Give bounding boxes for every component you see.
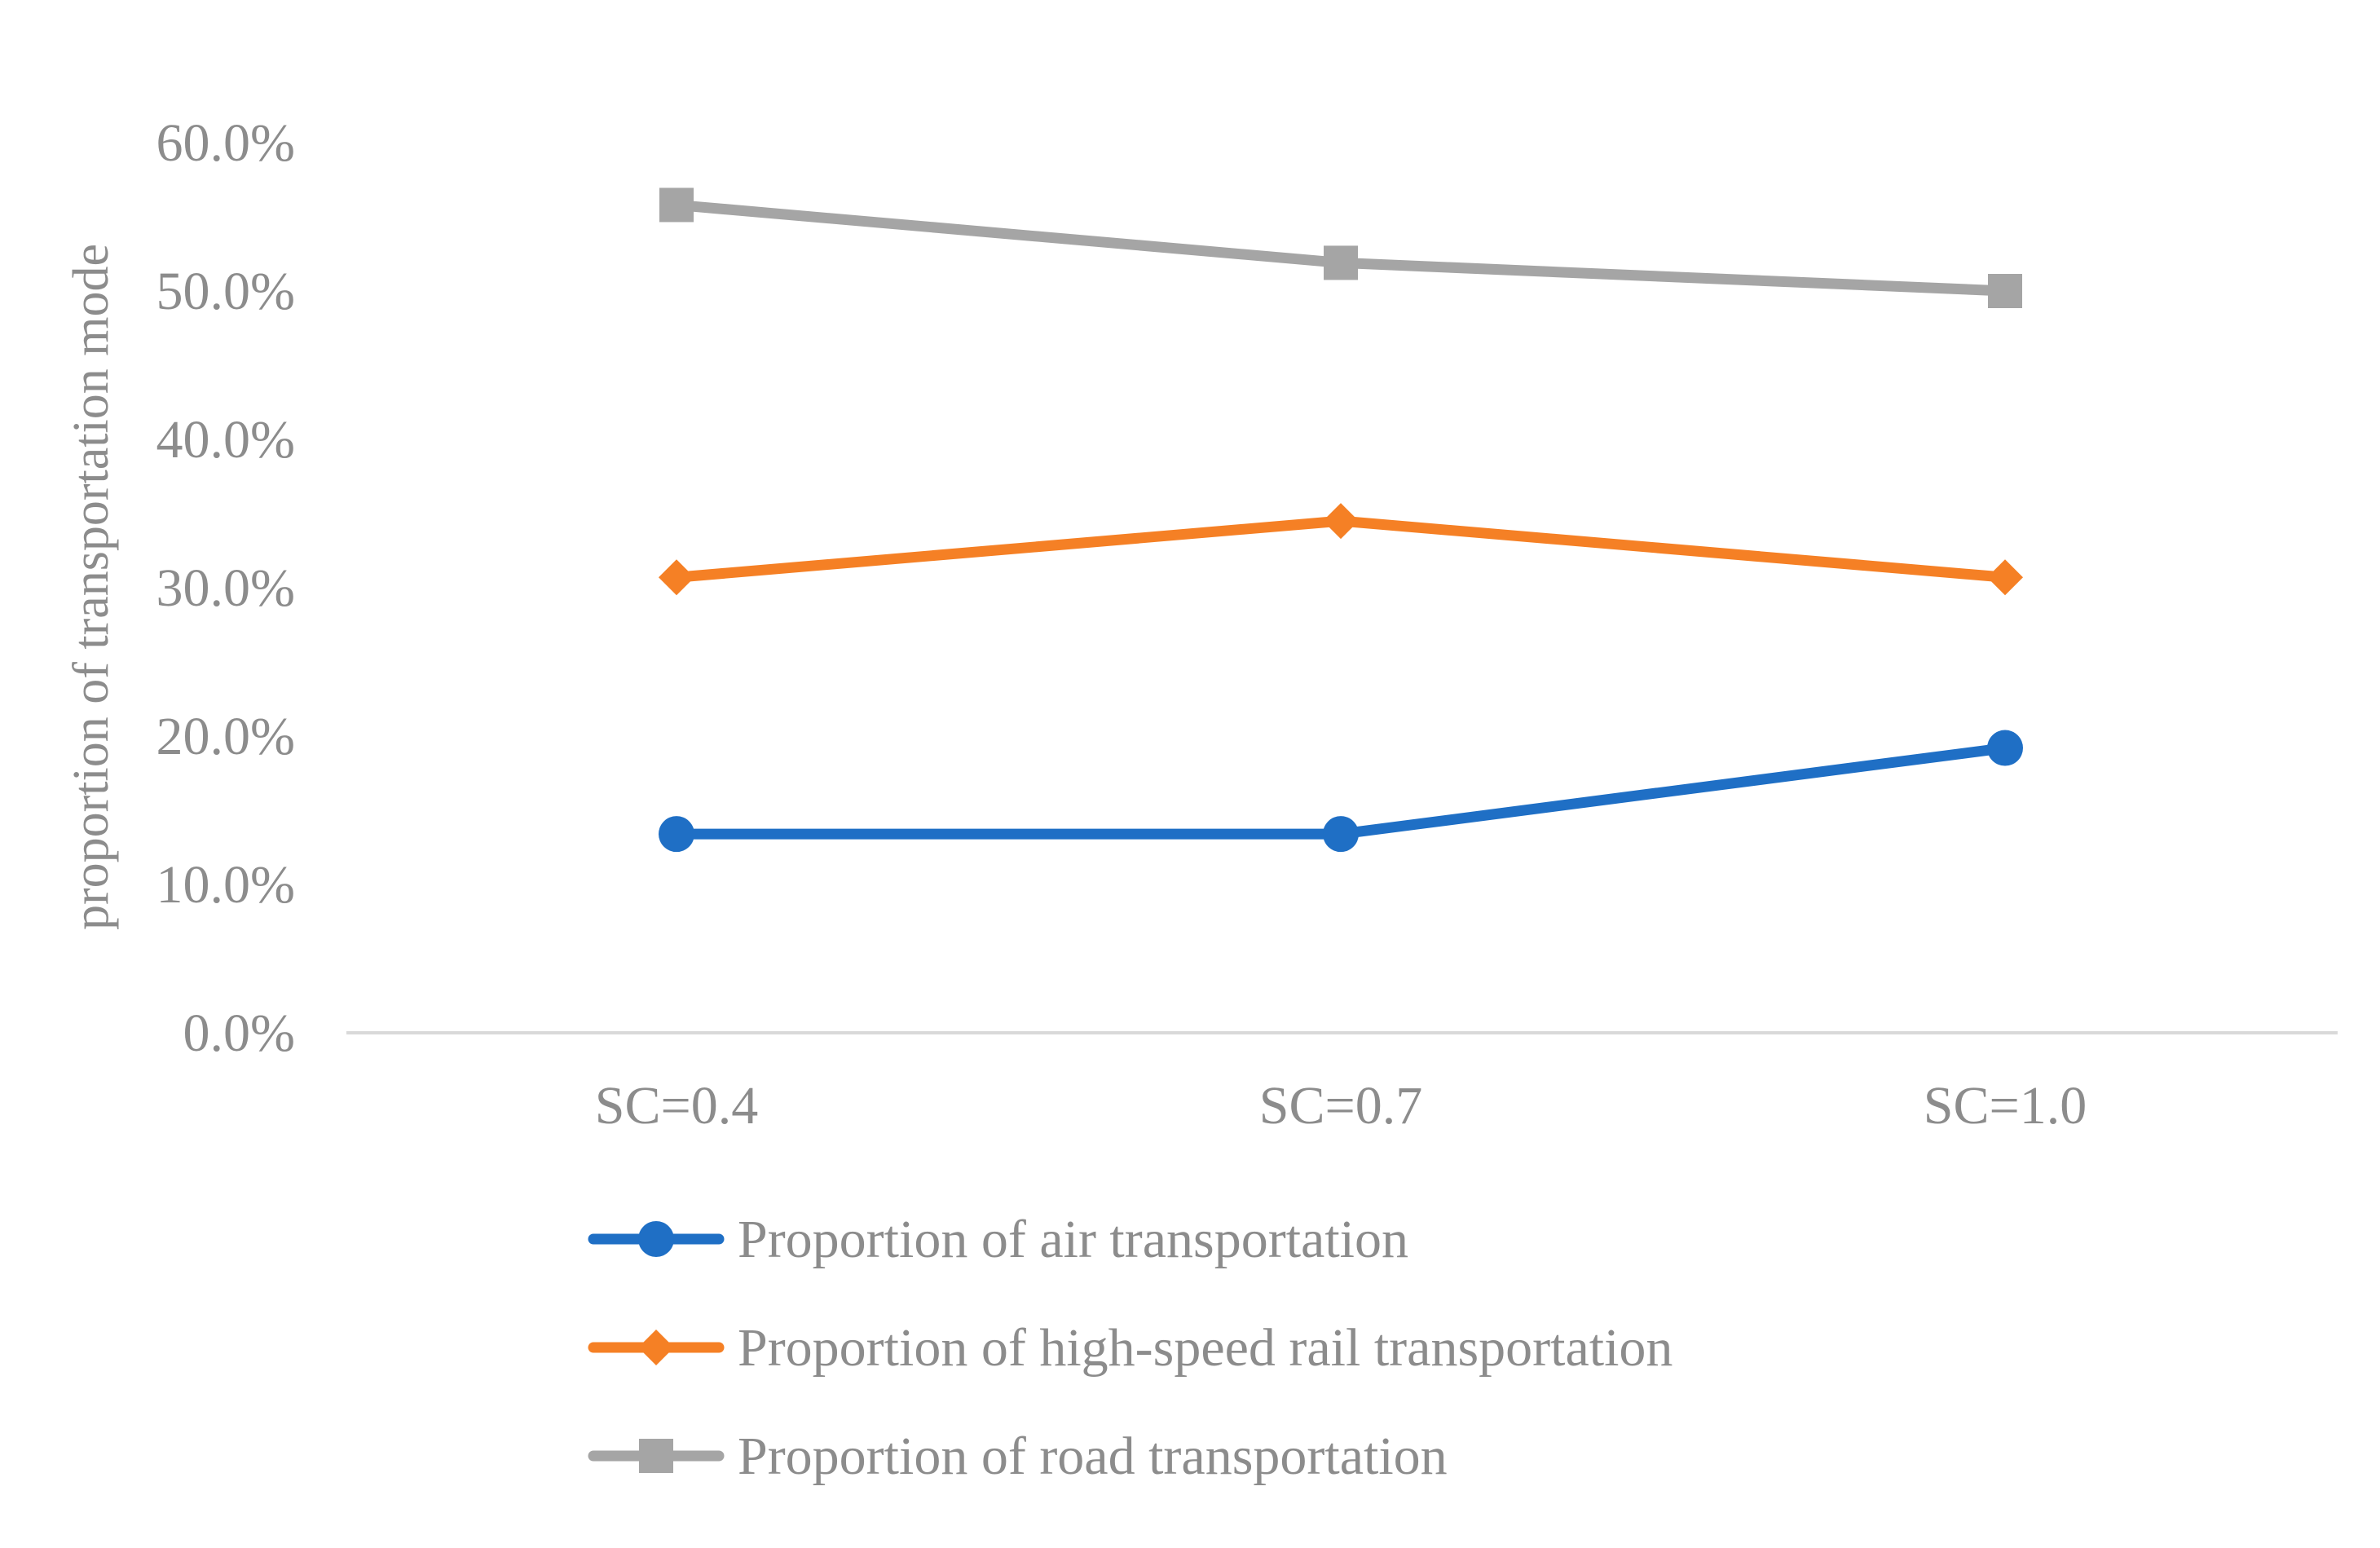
y-tick-labels: 0.0% 10.0% 20.0% 30.0% 40.0% 50.0% 60.0% <box>156 113 295 1063</box>
y-tick-label: 50.0% <box>156 262 295 321</box>
data-point <box>1988 274 2022 308</box>
legend-item: Proportion of road transportation <box>588 1427 1448 1486</box>
series-1 <box>659 730 2023 853</box>
y-tick-label: 40.0% <box>156 410 295 470</box>
x-tick-labels: SC=0.4 SC=0.7 SC=1.0 <box>595 1076 2087 1136</box>
y-tick-label: 30.0% <box>156 558 295 618</box>
legend-item: Proportion of air transportation <box>588 1210 1408 1269</box>
x-tick-label: SC=0.7 <box>1259 1076 1422 1136</box>
y-axis-title: proportion of transportation mode <box>64 244 119 930</box>
x-tick-label: SC=0.4 <box>595 1076 758 1136</box>
y-tick-label: 0.0% <box>183 1003 295 1063</box>
data-point <box>1323 816 1359 853</box>
y-axis-title-group: proportion of transportation mode <box>64 244 119 930</box>
series-2 <box>659 503 2023 596</box>
data-point <box>659 187 694 223</box>
legend-swatch-marker <box>638 1330 674 1365</box>
legend-label: Proportion of high-speed rail transporta… <box>738 1318 1673 1378</box>
legend-swatch-marker <box>638 1221 674 1257</box>
legend: Proportion of air transportation Proporti… <box>588 1210 1673 1486</box>
data-point <box>1987 559 2023 596</box>
data-point <box>1323 503 1359 540</box>
data-point <box>659 816 694 853</box>
x-tick-label: SC=1.0 <box>1924 1076 2087 1136</box>
legend-swatch-marker <box>639 1439 673 1473</box>
series-3 <box>659 187 2022 308</box>
y-tick-label: 10.0% <box>156 855 295 915</box>
series-layer <box>659 187 2023 853</box>
data-point <box>1324 245 1358 280</box>
y-tick-label: 20.0% <box>156 707 295 766</box>
legend-label: Proportion of air transportation <box>738 1210 1408 1269</box>
legend-item: Proportion of high-speed rail transporta… <box>588 1318 1673 1378</box>
data-point <box>1987 730 2023 766</box>
legend-label: Proportion of road transportation <box>738 1427 1448 1486</box>
data-point <box>659 559 694 596</box>
y-tick-label: 60.0% <box>156 113 295 173</box>
